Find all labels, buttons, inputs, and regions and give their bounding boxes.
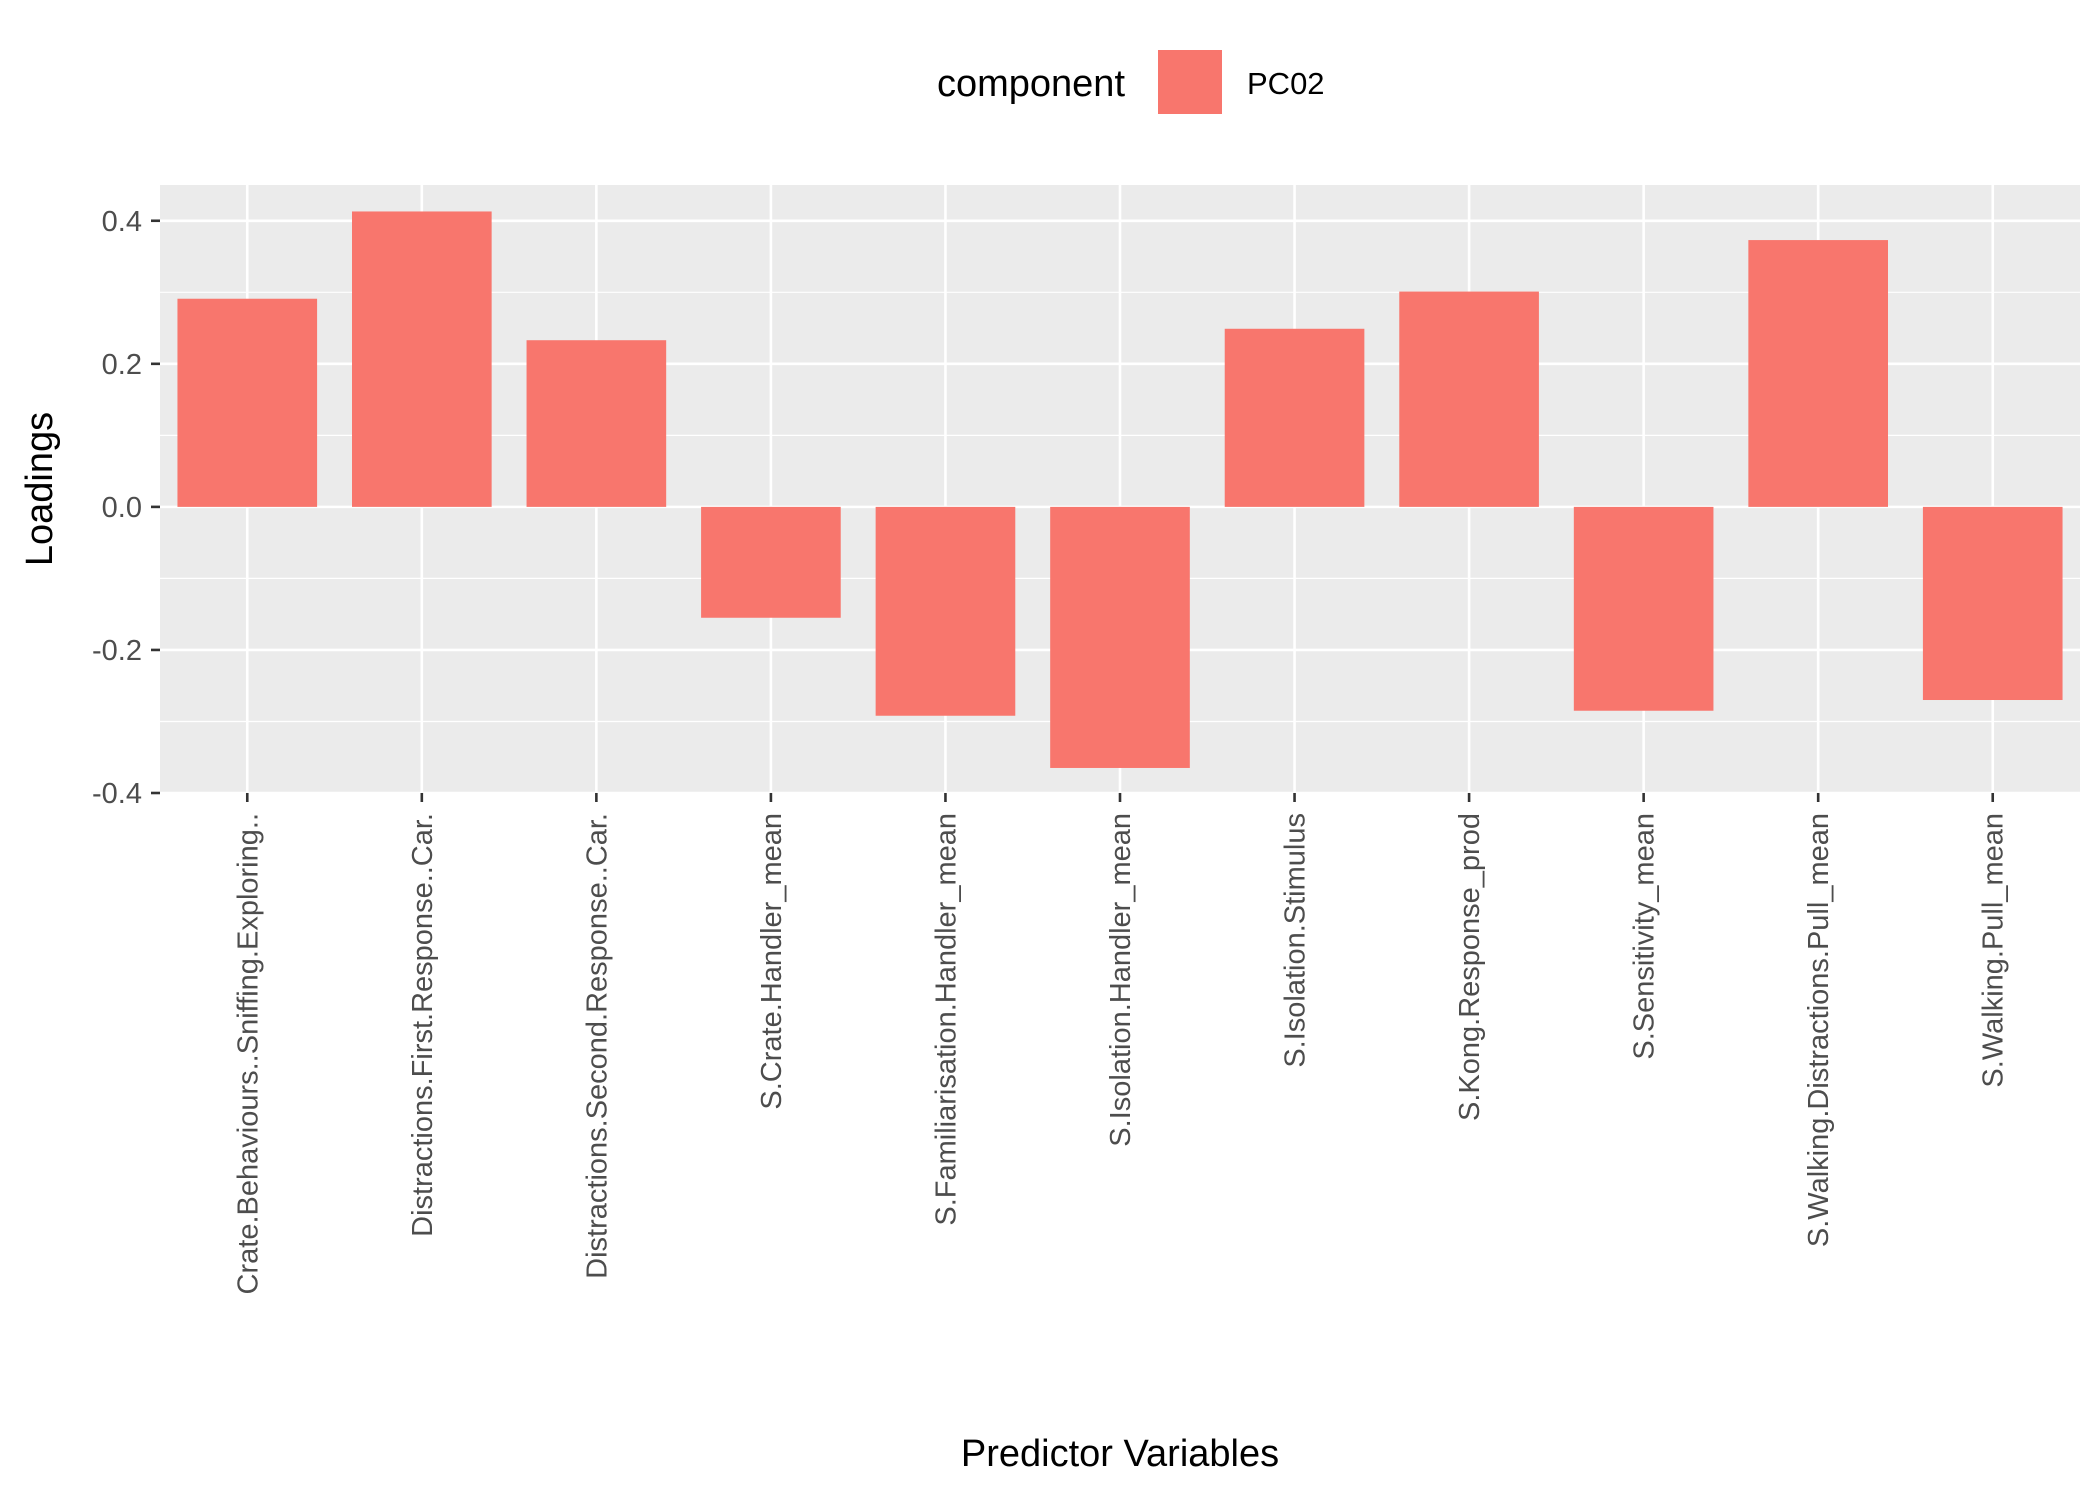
x-tick-label: S.Kong.Response_prod: [1454, 813, 1486, 1121]
legend: component PC02: [937, 48, 1325, 116]
x-axis: Crate.Behaviours..Sniffing.Exploring.. Di…: [232, 793, 2010, 1294]
legend-label-pc02: PC02: [1247, 66, 1325, 101]
y-axis-title: Loadings: [19, 412, 61, 566]
bar-1: [177, 298, 318, 507]
legend-title: component: [937, 63, 1125, 105]
x-tick-label: Distractions.First.Response..Car.: [407, 813, 439, 1237]
bar-6: [1050, 506, 1190, 768]
x-tick-label: S.Walking.Distractions.Pull_mean: [1803, 813, 1835, 1247]
y-tick-label: 0.0: [102, 492, 142, 524]
bar-4: [701, 506, 841, 618]
x-tick-label: S.Crate.Handler_mean: [756, 813, 788, 1110]
bars: [177, 211, 2063, 768]
bar-7: [1224, 328, 1365, 507]
x-tick-label: S.Isolation.Stimulus: [1280, 813, 1312, 1068]
y-axis: -0.4 -0.2 0.0 0.2 0.4: [92, 206, 160, 810]
x-tick-label: S.Isolation.Handler_mean: [1105, 813, 1137, 1147]
bar-3: [526, 340, 667, 507]
bar-11: [1922, 506, 2063, 701]
x-tick-label: S.Walking.Pull_mean: [1978, 813, 2010, 1088]
x-axis-title: Predictor Variables: [961, 1433, 1279, 1475]
x-tick-label: S.Familiarisation.Handler_mean: [930, 813, 962, 1226]
x-tick-label: S.Sensitivity_mean: [1629, 813, 1661, 1060]
y-tick-label: 0.4: [102, 206, 142, 238]
bar-8: [1399, 291, 1539, 507]
bar-10: [1748, 240, 1888, 507]
y-tick-label: -0.2: [92, 635, 142, 667]
y-tick-label: 0.2: [102, 349, 142, 381]
legend-key-pc02: [1156, 48, 1224, 116]
bar-2: [352, 211, 492, 507]
bar-9: [1573, 506, 1714, 711]
y-tick-label: -0.4: [92, 778, 142, 810]
x-tick-label: Crate.Behaviours..Sniffing.Exploring..: [232, 813, 264, 1294]
bar-5: [875, 506, 1016, 716]
x-tick-label: Distractions.Second.Response..Car.: [581, 813, 613, 1279]
